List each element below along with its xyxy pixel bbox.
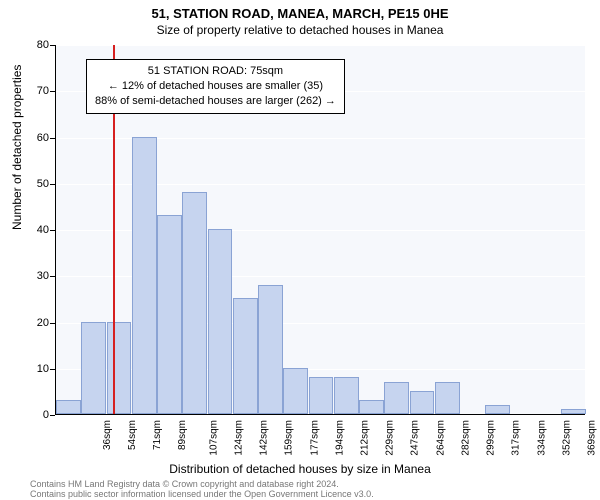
chart-subtitle: Size of property relative to detached ho… bbox=[0, 21, 600, 41]
histogram-bar bbox=[410, 391, 435, 414]
gridline bbox=[56, 45, 585, 46]
chart-title: 51, STATION ROAD, MANEA, MARCH, PE15 0HE bbox=[0, 0, 600, 21]
x-tick-label: 299sqm bbox=[486, 420, 497, 456]
x-tick-label: 212sqm bbox=[360, 420, 371, 456]
x-tick-label: 229sqm bbox=[385, 420, 396, 456]
histogram-bar bbox=[258, 285, 283, 415]
x-tick-label: 177sqm bbox=[309, 420, 320, 456]
info-line1: 51 STATION ROAD: 75sqm bbox=[95, 64, 336, 79]
info-line2: ← 12% of detached houses are smaller (35… bbox=[95, 79, 336, 94]
y-tick-label: 10 bbox=[19, 363, 49, 375]
x-tick-label: 89sqm bbox=[177, 420, 188, 450]
x-axis-label: Distribution of detached houses by size … bbox=[0, 462, 600, 476]
x-tick-label: 36sqm bbox=[102, 420, 113, 450]
info-box: 51 STATION ROAD: 75sqm← 12% of detached … bbox=[86, 59, 345, 114]
x-tick-label: 282sqm bbox=[461, 420, 472, 456]
x-tick-label: 124sqm bbox=[233, 420, 244, 456]
histogram-bar bbox=[233, 298, 258, 414]
info-line3: 88% of semi-detached houses are larger (… bbox=[95, 94, 336, 109]
y-tick-label: 40 bbox=[19, 224, 49, 236]
y-tick-label: 0 bbox=[19, 409, 49, 421]
x-tick-label: 369sqm bbox=[587, 420, 598, 456]
footnote-line1: Contains HM Land Registry data © Crown c… bbox=[30, 479, 339, 489]
x-tick-label: 71sqm bbox=[152, 420, 163, 450]
y-tick-label: 70 bbox=[19, 85, 49, 97]
x-tick-label: 352sqm bbox=[561, 420, 572, 456]
x-tick-label: 264sqm bbox=[435, 420, 446, 456]
x-tick-label: 159sqm bbox=[284, 420, 295, 456]
histogram-bar bbox=[384, 382, 409, 414]
x-tick-label: 194sqm bbox=[334, 420, 345, 456]
histogram-bar bbox=[56, 400, 81, 414]
y-tick-label: 50 bbox=[19, 178, 49, 190]
y-tick-label: 80 bbox=[19, 39, 49, 51]
histogram-bar bbox=[309, 377, 334, 414]
histogram-bar bbox=[359, 400, 384, 414]
footnote: Contains HM Land Registry data © Crown c… bbox=[30, 480, 374, 500]
x-tick-label: 142sqm bbox=[259, 420, 270, 456]
histogram-bar bbox=[107, 322, 132, 415]
y-tick-label: 30 bbox=[19, 270, 49, 282]
histogram-bar bbox=[561, 409, 586, 414]
histogram-bar bbox=[334, 377, 359, 414]
histogram-bar bbox=[208, 229, 233, 414]
histogram-bar bbox=[157, 215, 182, 414]
y-tick-label: 60 bbox=[19, 132, 49, 144]
histogram-bar bbox=[81, 322, 106, 415]
x-tick-label: 334sqm bbox=[536, 420, 547, 456]
histogram-bar bbox=[485, 405, 510, 414]
x-tick-label: 54sqm bbox=[127, 420, 138, 450]
histogram-bar bbox=[283, 368, 308, 414]
histogram-bar bbox=[435, 382, 460, 414]
y-tick-label: 20 bbox=[19, 317, 49, 329]
histogram-bar bbox=[182, 192, 207, 414]
x-tick-label: 317sqm bbox=[511, 420, 522, 456]
chart-area: 51 STATION ROAD: 75sqm← 12% of detached … bbox=[55, 45, 585, 415]
x-tick-label: 247sqm bbox=[410, 420, 421, 456]
x-tick-label: 107sqm bbox=[208, 420, 219, 456]
histogram-bar bbox=[132, 137, 157, 415]
footnote-line2: Contains public sector information licen… bbox=[30, 489, 374, 499]
plot-area: 51 STATION ROAD: 75sqm← 12% of detached … bbox=[55, 45, 585, 415]
